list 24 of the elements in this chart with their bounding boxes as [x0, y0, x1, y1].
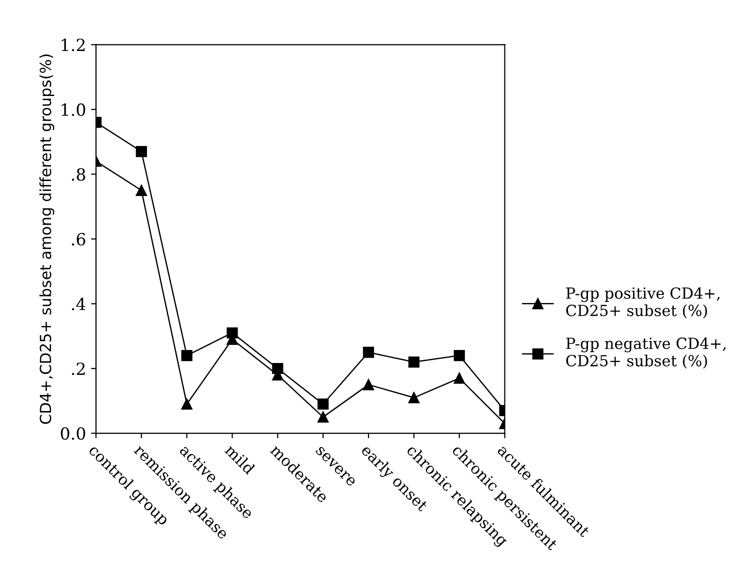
point — [454, 350, 465, 362]
y-tick-label: 1.0 — [62, 103, 86, 116]
legend-label: P-gp negative CD4+, CD25+ subset (%) — [566, 338, 726, 369]
point — [226, 327, 238, 338]
y-tick-label: .6 — [72, 232, 86, 246]
point — [318, 412, 329, 423]
point — [362, 379, 374, 390]
point — [136, 146, 147, 158]
y-tick-label: .2 — [72, 362, 85, 376]
legend-label: P-gp positive CD4+, CD25+ subset (%) — [566, 287, 720, 318]
point — [181, 350, 192, 362]
y-tick-label: 0.0 — [60, 427, 86, 440]
y-axis-title: CD4+,CD25+ subset among different groups(%) — [39, 54, 54, 424]
point — [318, 398, 329, 410]
point — [454, 372, 465, 384]
point — [362, 346, 374, 358]
point — [408, 392, 420, 404]
point — [272, 362, 284, 374]
y-tick-label: .4 — [72, 298, 86, 310]
y-tick-label: .8 — [72, 168, 86, 181]
point — [408, 356, 420, 368]
point — [181, 398, 192, 410]
y-tick-label: 1.2 — [62, 38, 85, 52]
point — [136, 184, 147, 196]
